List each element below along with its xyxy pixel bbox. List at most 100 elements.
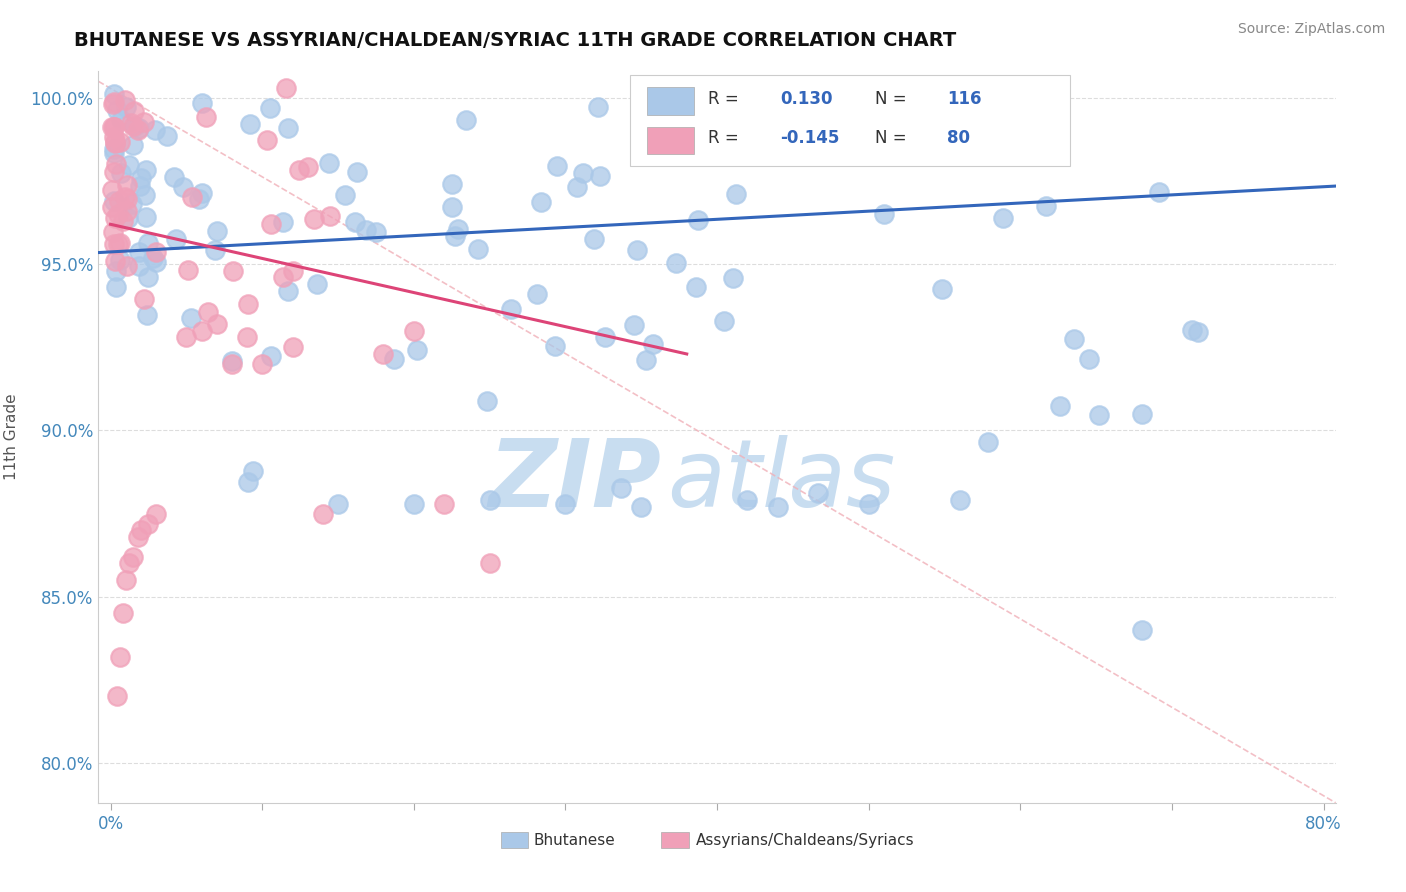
Point bbox=[121, 197, 143, 211]
Point bbox=[143, 123, 166, 137]
Point bbox=[949, 493, 972, 508]
Point bbox=[259, 101, 281, 115]
Point bbox=[197, 304, 219, 318]
Point bbox=[105, 279, 128, 293]
Point bbox=[115, 203, 138, 218]
Text: atlas: atlas bbox=[668, 435, 896, 526]
Point bbox=[117, 211, 139, 226]
Point bbox=[586, 100, 609, 114]
Point bbox=[318, 155, 340, 169]
Point bbox=[110, 165, 132, 179]
Point bbox=[103, 165, 125, 179]
Point bbox=[441, 200, 464, 214]
Point bbox=[1187, 325, 1209, 339]
Point bbox=[685, 280, 707, 294]
Point bbox=[530, 195, 553, 210]
Point bbox=[467, 243, 489, 257]
Point bbox=[128, 120, 150, 135]
Point bbox=[991, 211, 1014, 226]
Point bbox=[101, 183, 124, 197]
Point bbox=[129, 523, 152, 537]
Text: Assyrians/Chaldeans/Syriacs: Assyrians/Chaldeans/Syriacs bbox=[696, 832, 915, 847]
Point bbox=[1149, 186, 1171, 200]
Point bbox=[1087, 408, 1109, 422]
Point bbox=[354, 223, 377, 237]
Point bbox=[312, 507, 335, 521]
Point bbox=[1130, 407, 1153, 421]
Point bbox=[108, 135, 131, 149]
Point bbox=[120, 116, 142, 130]
Bar bbox=[661, 832, 689, 848]
Point bbox=[112, 214, 135, 228]
Point bbox=[344, 215, 367, 229]
Point bbox=[236, 296, 259, 310]
Text: -0.145: -0.145 bbox=[780, 129, 839, 147]
Point bbox=[128, 179, 150, 194]
Point bbox=[1049, 399, 1071, 413]
Point bbox=[115, 178, 138, 193]
Point bbox=[107, 237, 129, 252]
Point bbox=[526, 287, 548, 301]
Text: ZIP: ZIP bbox=[488, 435, 661, 527]
Point bbox=[180, 311, 202, 326]
Point bbox=[107, 194, 129, 208]
Point bbox=[111, 607, 134, 621]
Point bbox=[858, 497, 880, 511]
Point bbox=[134, 187, 156, 202]
Text: 80: 80 bbox=[948, 129, 970, 147]
Point bbox=[288, 163, 311, 178]
Point bbox=[104, 211, 127, 225]
Point bbox=[163, 170, 186, 185]
Point bbox=[589, 169, 612, 183]
Point bbox=[118, 557, 141, 571]
Point bbox=[333, 188, 356, 202]
Point bbox=[124, 119, 146, 133]
Point bbox=[250, 357, 273, 371]
Point bbox=[682, 106, 704, 120]
Point bbox=[478, 493, 501, 508]
Point bbox=[127, 530, 149, 544]
Point bbox=[221, 354, 243, 368]
Point bbox=[748, 139, 770, 153]
Point bbox=[544, 339, 567, 353]
Point bbox=[114, 573, 136, 587]
Point bbox=[766, 500, 789, 514]
Point bbox=[105, 157, 128, 171]
Point bbox=[714, 94, 737, 108]
Point bbox=[273, 214, 295, 228]
Point bbox=[122, 119, 145, 133]
Point bbox=[478, 557, 501, 571]
Point bbox=[127, 123, 149, 137]
Point bbox=[103, 120, 125, 134]
Text: BHUTANESE VS ASSYRIAN/CHALDEAN/SYRIAC 11TH GRADE CORRELATION CHART: BHUTANESE VS ASSYRIAN/CHALDEAN/SYRIAC 11… bbox=[73, 31, 956, 50]
Point bbox=[128, 259, 150, 273]
Point bbox=[105, 690, 128, 704]
Point bbox=[136, 308, 159, 322]
Point bbox=[239, 118, 262, 132]
Point bbox=[191, 96, 214, 111]
Point bbox=[104, 136, 127, 151]
Point bbox=[145, 255, 167, 269]
Point bbox=[260, 217, 283, 231]
Text: R =: R = bbox=[709, 90, 744, 108]
Point bbox=[176, 330, 198, 344]
Point bbox=[977, 435, 1000, 450]
Point bbox=[107, 206, 129, 220]
Point bbox=[172, 180, 194, 194]
Point bbox=[128, 244, 150, 259]
Point bbox=[1078, 351, 1101, 366]
Point bbox=[630, 500, 652, 514]
Point bbox=[583, 232, 606, 246]
Point bbox=[1130, 623, 1153, 637]
Point bbox=[136, 236, 159, 251]
Point bbox=[114, 190, 136, 204]
Point bbox=[277, 121, 299, 136]
Point bbox=[101, 225, 124, 239]
Point bbox=[274, 81, 297, 95]
Point bbox=[373, 347, 395, 361]
Point bbox=[260, 349, 283, 363]
Point bbox=[221, 264, 243, 278]
Bar bbox=[647, 127, 693, 154]
Text: R =: R = bbox=[709, 129, 744, 147]
Text: N =: N = bbox=[876, 90, 912, 108]
